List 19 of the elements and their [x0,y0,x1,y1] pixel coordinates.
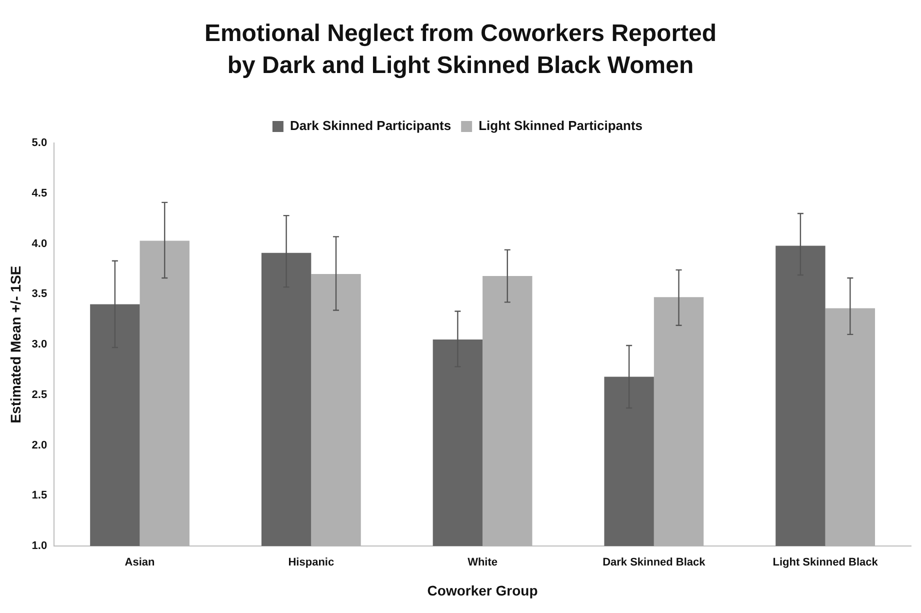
x-axis-title: Coworker Group [427,582,538,598]
x-tick-label: White [468,556,498,569]
x-tick-label: Light Skinned Black [772,556,879,569]
y-tick-label: 2.5 [32,388,48,401]
y-tick-label: 4.0 [32,238,48,250]
x-tick-label: Asian [124,556,156,569]
legend-label: Light Skinned Participants [478,118,643,134]
y-tick-label: 3.5 [32,288,48,300]
chart-title: Emotional Neglect from Coworkers Reported by Dark and Light Skinned Black Women [203,19,718,81]
y-tick-label: 5.0 [32,137,48,150]
y-axis-title: Estimated Mean +/- 1SE [7,266,24,424]
y-tick-label: 3.0 [32,338,48,351]
y-tick-label: 4.5 [32,187,48,200]
x-tick-label: Dark Skinned Black [602,556,706,569]
legend-label: Dark Skinned Participants [290,118,452,134]
y-tick-label: 1.0 [32,540,48,552]
x-tick-label: Hispanic [288,556,334,569]
y-tick-label: 1.5 [32,490,48,502]
y-tick-label: 2.0 [32,439,48,452]
